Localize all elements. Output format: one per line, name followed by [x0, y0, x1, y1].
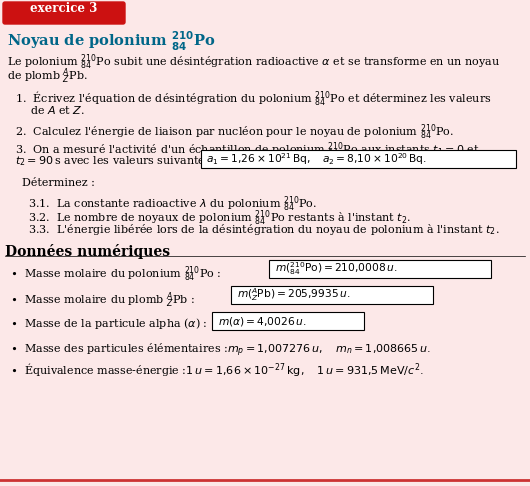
Text: $\bullet$  Masse molaire du polonium $^{210}_{84}$Po :: $\bullet$ Masse molaire du polonium $^{2…	[10, 264, 222, 284]
FancyBboxPatch shape	[201, 150, 516, 168]
Text: $\bullet$  Masse de la particule alpha ($\alpha$) :: $\bullet$ Masse de la particule alpha ($…	[10, 316, 208, 331]
Text: 3.3.  L'énergie libérée lors de la désintégration du noyau de polonium à l'insta: 3.3. L'énergie libérée lors de la désint…	[28, 222, 500, 237]
Text: exercice 3: exercice 3	[30, 2, 98, 16]
Text: 3.1.  La constante radioactive $\lambda$ du polonium $^{210}_{84}$Po.: 3.1. La constante radioactive $\lambda$ …	[28, 194, 317, 214]
Text: Noyau de polonium $\mathbf{^{210}_{84}}$Po: Noyau de polonium $\mathbf{^{210}_{84}}$…	[7, 30, 215, 53]
FancyBboxPatch shape	[3, 2, 125, 24]
Text: de plomb $^{A}_{Z}$Pb.: de plomb $^{A}_{Z}$Pb.	[7, 66, 87, 86]
Text: $\bullet$  Équivalence masse-énergie :$1\,u = 1{,}66 \times 10^{-27}\,\mathrm{kg: $\bullet$ Équivalence masse-énergie :$1\…	[10, 362, 424, 380]
Text: 3.  On a mesuré l'activité d'un échantillon de polonium $^{210}_{84}$Po aux inst: 3. On a mesuré l'activité d'un échantill…	[15, 140, 480, 159]
Text: $m(^{A}_{Z}\mathrm{Pb}) = 205{,}9935\,u.$: $m(^{A}_{Z}\mathrm{Pb}) = 205{,}9935\,u.…	[237, 287, 351, 303]
Text: Le polonium $^{210}_{84}$Po subit une désintégration radioactive $\alpha$ et se : Le polonium $^{210}_{84}$Po subit une dé…	[7, 52, 500, 71]
FancyBboxPatch shape	[269, 260, 491, 278]
Text: $m(\alpha) = 4{,}0026\,u.$: $m(\alpha) = 4{,}0026\,u.$	[218, 314, 306, 328]
Text: $\bullet$  Masse molaire du plomb $^{A}_{Z}$Pb :: $\bullet$ Masse molaire du plomb $^{A}_{…	[10, 290, 195, 310]
Text: Données numériques: Données numériques	[5, 244, 170, 259]
Text: $\bullet$  Masse des particules élémentaires :$m_p = 1{,}007276\,u,\quad m_n = 1: $\bullet$ Masse des particules élémentai…	[10, 342, 431, 360]
Text: Déterminez :: Déterminez :	[22, 178, 95, 188]
Text: $t_2 = 90\,$s avec les valeurs suivantes :: $t_2 = 90\,$s avec les valeurs suivantes…	[15, 154, 218, 168]
Text: $a_1 = 1{,}26 \times 10^{21}\,\mathrm{Bq},\quad a_2 = 8{,}10 \times 10^{20}\,\ma: $a_1 = 1{,}26 \times 10^{21}\,\mathrm{Bq…	[206, 151, 427, 167]
Text: 1.  Écrivez l'équation de désintégration du polonium $^{210}_{84}$Po et détermin: 1. Écrivez l'équation de désintégration …	[15, 90, 491, 108]
Text: $m(^{210}_{84}\mathrm{Po}) = 210{,}0008\,u.$: $m(^{210}_{84}\mathrm{Po}) = 210{,}0008\…	[275, 260, 398, 278]
Text: 3.2.  Le nombre de noyaux de polonium $^{210}_{84}$Po restants à l'instant $t_2$: 3.2. Le nombre de noyaux de polonium $^{…	[28, 208, 411, 227]
FancyBboxPatch shape	[212, 312, 364, 330]
FancyBboxPatch shape	[231, 286, 433, 304]
Text: de $A$ et $Z$.: de $A$ et $Z$.	[30, 104, 85, 116]
Text: 2.  Calculez l'énergie de liaison par nucléon pour le noyau de polonium $^{210}_: 2. Calculez l'énergie de liaison par nuc…	[15, 122, 454, 141]
